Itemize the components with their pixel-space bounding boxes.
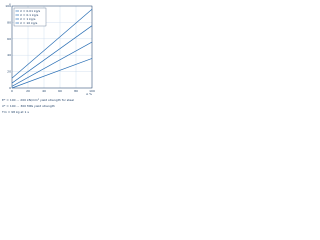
- legend-box: [13, 7, 47, 27]
- y-axis-label: ε: [9, 2, 11, 6]
- x-tick-label: 0: [11, 89, 13, 93]
- legend-label: σ = 10 kg/s: [20, 21, 38, 25]
- legend-label: σ = 0.01 kg/s: [20, 9, 41, 13]
- x-tick-label: 40: [42, 89, 46, 93]
- y-tick-label: 0: [9, 86, 11, 90]
- x-tick-label: 60: [58, 89, 62, 93]
- legend-label: σ = 0.1 kg/s: [20, 13, 39, 17]
- caption-line: E* = 100 ... 200 kN/mm² yield strength f…: [2, 98, 74, 102]
- plot-frame: [11, 5, 93, 89]
- legend-label: σ = 1 kg/s: [20, 17, 36, 21]
- x-tick-label: 100: [89, 89, 95, 93]
- series-line: [11, 58, 93, 89]
- series-line: [11, 25, 93, 84]
- y-tick-label: 40: [7, 53, 11, 57]
- series-line: [11, 41, 93, 87]
- y-tick-label: 60: [7, 37, 11, 41]
- x-axis-label: A %: [86, 92, 92, 96]
- caption-line: Tm = 98 kg at 1 s: [1, 110, 29, 114]
- y-tick-label: 80: [7, 20, 11, 24]
- x-tick-label: 80: [74, 89, 78, 93]
- y-tick-label: 20: [7, 70, 11, 74]
- x-tick-label: 20: [26, 89, 30, 93]
- y-tick-label: 100: [5, 4, 11, 8]
- series-line: [11, 9, 93, 79]
- caption-line: σ* = 100 ... 300 MPa yield strength: [2, 104, 55, 108]
